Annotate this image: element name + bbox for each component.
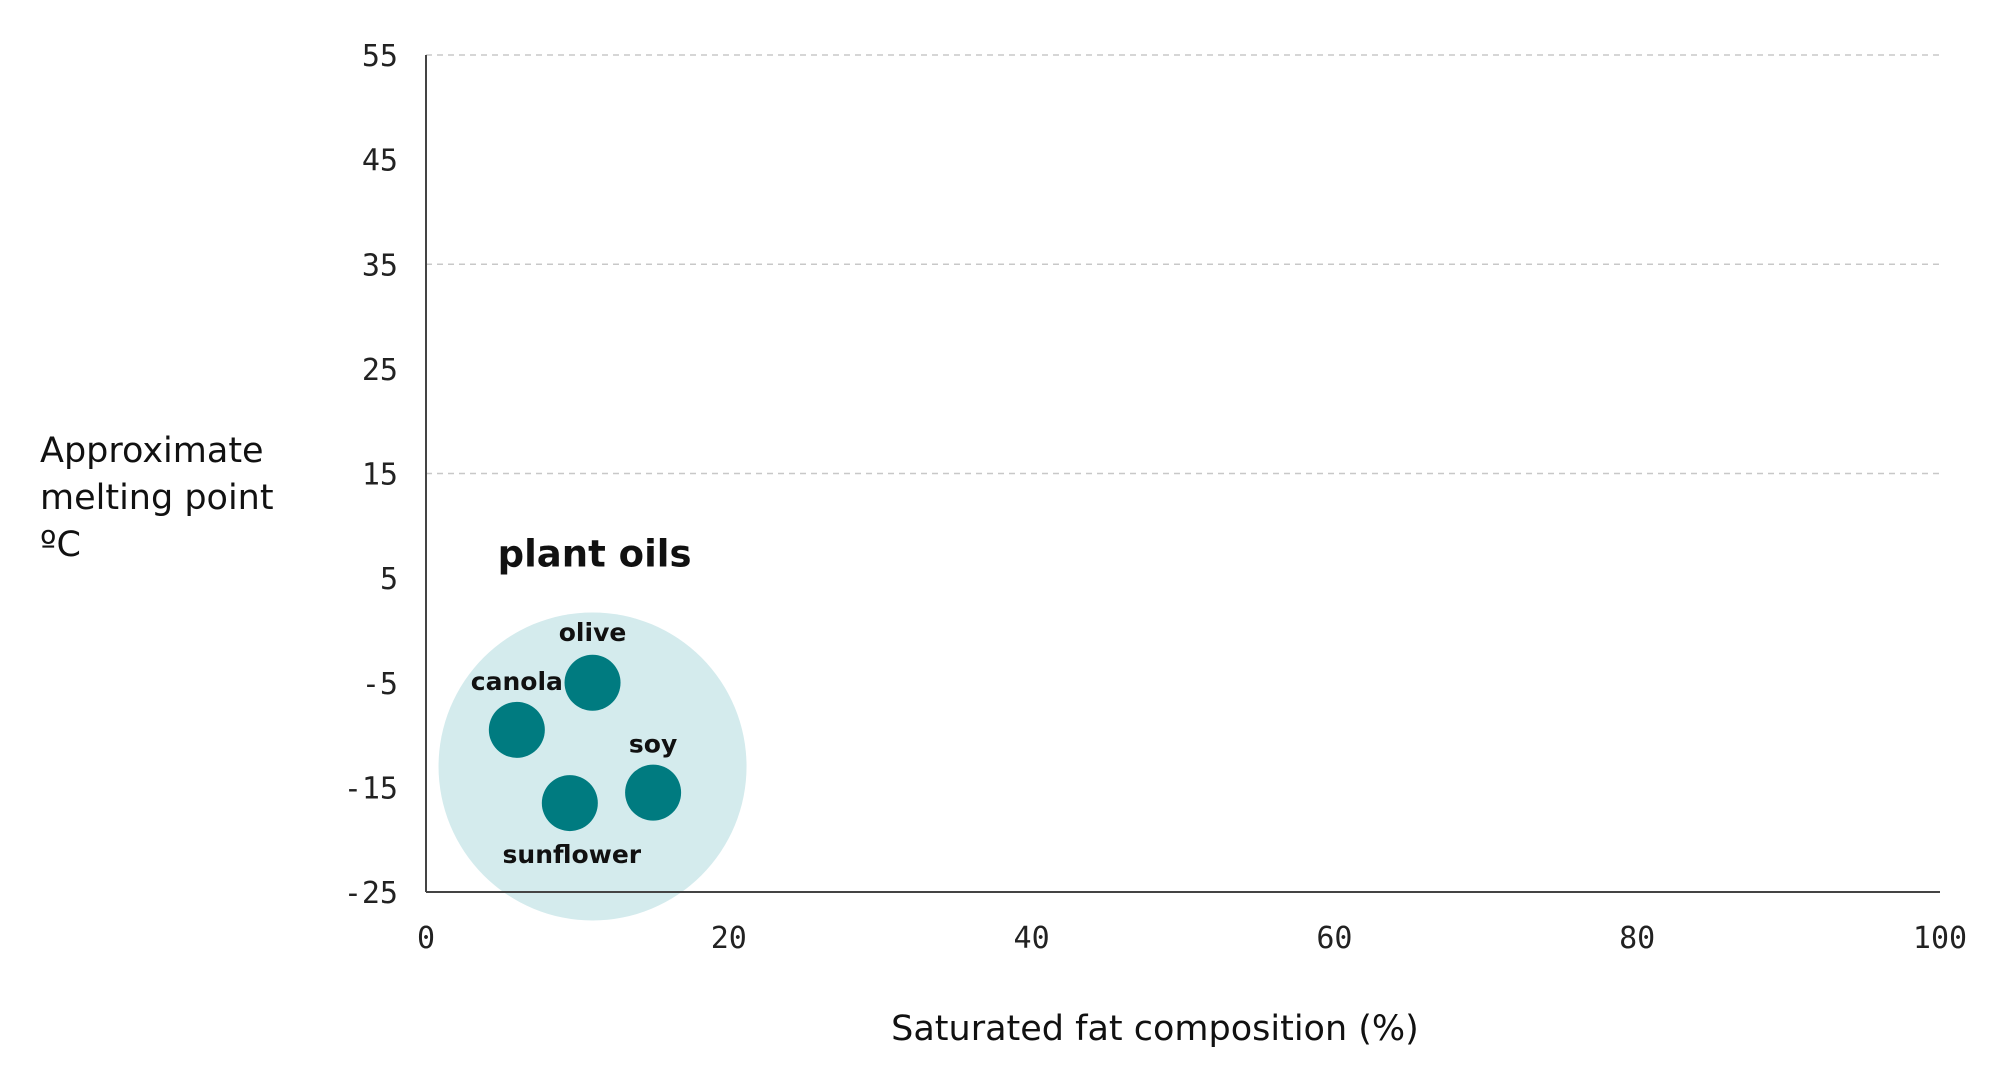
y-tick-label: -15 bbox=[344, 771, 398, 806]
axis-titles: Saturated fat composition (%) Approximat… bbox=[40, 431, 1419, 1049]
y-tick-label: 25 bbox=[362, 353, 398, 388]
x-tick-labels: 0 20 40 60 80 100 bbox=[417, 921, 1967, 956]
y-tick-label: -25 bbox=[344, 876, 398, 911]
data-point-sunflower bbox=[541, 775, 598, 832]
y-tick-label: 55 bbox=[362, 39, 398, 74]
x-tick-label: 80 bbox=[1619, 921, 1655, 956]
group-region: plant oils bbox=[438, 532, 747, 921]
x-tick-label: 60 bbox=[1316, 921, 1352, 956]
point-labels: olive canola soy sunflower bbox=[471, 618, 677, 869]
grid-lines bbox=[426, 54, 1940, 475]
data-point-soy bbox=[625, 764, 682, 821]
x-axis-title: Saturated fat composition (%) bbox=[891, 1009, 1419, 1049]
y-tick-label: 5 bbox=[380, 562, 398, 597]
x-tick-label: 100 bbox=[1913, 921, 1967, 956]
x-tick-label: 0 bbox=[417, 921, 435, 956]
plant-oils-region bbox=[438, 612, 747, 921]
y-tick-label: 45 bbox=[362, 144, 398, 179]
data-points bbox=[488, 654, 682, 832]
point-label-sunflower: sunflower bbox=[503, 840, 642, 869]
y-axis-title-line-2: melting point bbox=[40, 478, 274, 518]
point-label-olive: olive bbox=[559, 618, 627, 647]
point-label-soy: soy bbox=[629, 730, 677, 759]
y-tick-label: 15 bbox=[362, 458, 398, 493]
y-tick-label: 35 bbox=[362, 248, 398, 283]
y-tick-labels: 55 45 35 25 15 5 -5 -15 -25 bbox=[344, 39, 398, 911]
y-axis-title-line-3: ºC bbox=[40, 525, 81, 565]
axes bbox=[425, 55, 1940, 893]
data-point-olive bbox=[564, 654, 621, 711]
x-tick-label: 40 bbox=[1014, 921, 1050, 956]
data-point-canola bbox=[488, 701, 545, 758]
y-axis-title-line-1: Approximate bbox=[40, 431, 264, 471]
point-label-canola: canola bbox=[471, 667, 563, 696]
group-label: plant oils bbox=[498, 532, 692, 575]
y-tick-label: -5 bbox=[362, 667, 398, 702]
x-tick-label: 20 bbox=[711, 921, 747, 956]
